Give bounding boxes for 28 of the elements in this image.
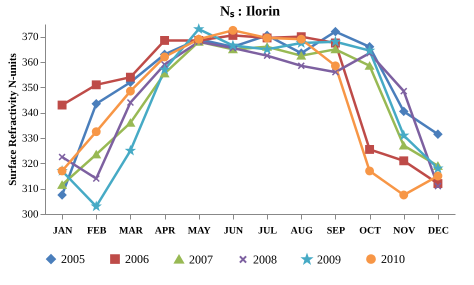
x-tick-label: SEP	[326, 226, 346, 236]
y-tick-label: 320	[22, 158, 39, 170]
x-tick-label: JAN	[52, 226, 74, 236]
x-tick-label: OCT	[359, 226, 382, 236]
legend-label: 2006	[125, 252, 149, 266]
y-tick-label: 330	[22, 132, 39, 144]
y-tick-label: 310	[22, 183, 39, 196]
x-tick-label: MAY	[188, 226, 212, 236]
chart-title: Nₛ : Ilorin	[220, 4, 280, 20]
legend-label: 2007	[189, 252, 213, 266]
x-tick-label: APR	[154, 226, 176, 236]
x-tick-label: NOV	[393, 226, 416, 236]
legend-label: 2005	[61, 252, 85, 266]
legend-label: 2010	[381, 252, 405, 266]
y-tick-label: 350	[22, 82, 39, 94]
x-tick-label: MAR	[118, 226, 144, 236]
x-tick-label: JUN	[224, 226, 244, 236]
x-tick-label: JUL	[258, 226, 278, 236]
y-axis-title: Surface Refractivity N-units	[7, 52, 19, 186]
legend-label: 2009	[317, 252, 341, 266]
y-tick-label: 340	[22, 107, 39, 120]
legend-label: 2008	[253, 252, 277, 266]
y-tick-label: 370	[22, 31, 39, 44]
x-tick-label: AUG	[290, 226, 314, 236]
y-tick-label: 360	[22, 56, 39, 68]
x-tick-label: DEC	[428, 226, 449, 236]
x-tick-label: FEB	[87, 226, 107, 236]
y-tick-label: 300	[22, 208, 39, 220]
